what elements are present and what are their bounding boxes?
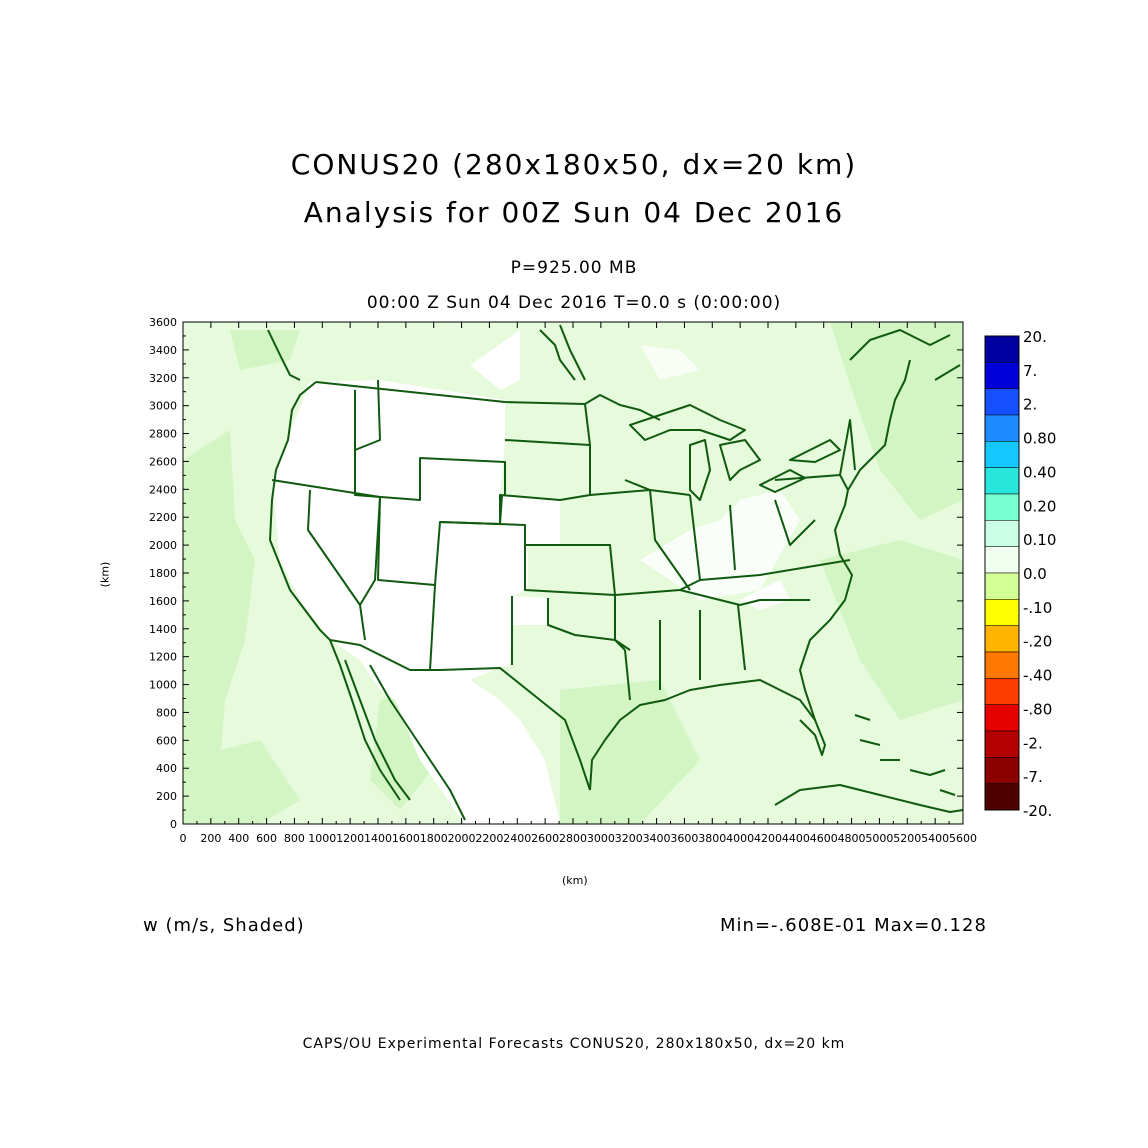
- x-tick-label: 4600: [810, 832, 838, 845]
- y-tick-label: 1600: [149, 595, 177, 608]
- y-axis-ticks: 0 200 400 600 800 1000 1200 1400 1600 1800 2000 220…: [149, 316, 963, 831]
- x-tick-label: 1000: [308, 832, 336, 845]
- colorbar-swatch: [984, 678, 1020, 705]
- x-tick-label: 5000: [865, 832, 893, 845]
- x-tick-label: 4800: [838, 832, 866, 845]
- y-tick-label: 800: [156, 706, 177, 719]
- x-axis-label: (km): [562, 874, 588, 887]
- x-tick-label: 400: [228, 832, 249, 845]
- y-tick-label: 200: [156, 790, 177, 803]
- x-tick-label: 2400: [503, 832, 531, 845]
- colorbar-swatch: [984, 493, 1020, 521]
- colorbar-swatch: [984, 704, 1020, 732]
- colorbar-swatch: [984, 651, 1020, 679]
- y-tick-label: 2000: [149, 539, 177, 552]
- x-tick-label: 0: [180, 832, 187, 845]
- colorbar-swatch: [984, 388, 1020, 416]
- x-tick-label: 2200: [475, 832, 503, 845]
- colorbar-swatch: [984, 783, 1020, 811]
- y-tick-label: 2400: [149, 483, 177, 496]
- x-tick-label: 5600: [949, 832, 977, 845]
- map-panel: [183, 322, 963, 824]
- x-tick-label: 800: [284, 832, 305, 845]
- colorbar-swatch: [984, 441, 1020, 468]
- x-tick-label: 1600: [392, 832, 420, 845]
- colorbar-label: -2.: [1023, 734, 1043, 752]
- y-axis-label: (km): [98, 561, 112, 588]
- y-tick-label: 1200: [149, 651, 177, 664]
- colorbar-label: 2.: [1023, 396, 1037, 414]
- colorbar-label: -.40: [1023, 667, 1052, 685]
- y-tick-label: 400: [156, 762, 177, 775]
- x-tick-label: 4200: [754, 832, 782, 845]
- colorbar-swatch: [984, 335, 1020, 363]
- colorbar-label: -.10: [1023, 599, 1052, 617]
- x-tick-label: 3000: [587, 832, 615, 845]
- boundaries: [267, 324, 964, 821]
- colorbar-label: 0.20: [1023, 497, 1056, 515]
- colorbar-swatch: [984, 757, 1020, 784]
- x-tick-label: 200: [200, 832, 221, 845]
- x-tick-label: 4000: [726, 832, 754, 845]
- colorbar-swatch: [984, 625, 1020, 653]
- y-tick-label: 3400: [149, 344, 177, 357]
- x-tick-label: 3200: [615, 832, 643, 845]
- x-tick-label: 5400: [921, 832, 949, 845]
- colorbar-label: -7.: [1023, 768, 1043, 786]
- y-tick-label: 2800: [149, 428, 177, 441]
- min-max-label: Min=-.608E-01 Max=0.128: [720, 915, 987, 936]
- colorbar-swatch: [984, 414, 1020, 442]
- x-axis-ticks: 0 200 400 600 800 1000 1200 1400 1600 1800 2000 220…: [180, 322, 977, 845]
- colorbar-swatch: [984, 572, 1020, 600]
- colorbar-swatch: [984, 362, 1020, 389]
- colorbar-swatch: [984, 599, 1020, 626]
- colorbar-label: 20.: [1023, 328, 1047, 346]
- x-tick-label: 1800: [420, 832, 448, 845]
- valid-time: 00:00 Z Sun 04 Dec 2016 T=0.0 s (0:00:00…: [366, 293, 782, 313]
- x-tick-label: 600: [256, 832, 277, 845]
- y-tick-label: 3200: [149, 372, 177, 385]
- y-tick-label: 3000: [149, 400, 177, 413]
- x-tick-label: 1200: [336, 832, 364, 845]
- y-tick-label: 1000: [149, 679, 177, 692]
- y-tick-label: 3600: [149, 316, 177, 329]
- colorbar-label: -.20: [1023, 633, 1052, 651]
- colorbar-swatch: [984, 520, 1020, 547]
- colorbar-swatch: [984, 546, 1020, 574]
- plot-subtitle: Analysis for 00Z Sun 04 Dec 2016: [303, 196, 845, 229]
- y-tick-label: 1800: [149, 567, 177, 580]
- colorbar-swatch: [984, 467, 1020, 495]
- colorbar-swatch: [984, 730, 1020, 758]
- colorbar: 20. 7. 2. 0.80 0.40 0.20 0.10 0.0 -.10 -.20 -.40 -.…: [984, 328, 1056, 820]
- y-tick-label: 1400: [149, 623, 177, 636]
- x-tick-label: 3400: [643, 832, 671, 845]
- x-tick-label: 5200: [893, 832, 921, 845]
- footer-credit: CAPS/OU Experimental Forecasts CONUS20, …: [302, 1036, 846, 1052]
- x-tick-label: 3800: [698, 832, 726, 845]
- x-tick-label: 2000: [448, 832, 476, 845]
- x-tick-label: 2600: [531, 832, 559, 845]
- y-tick-label: 2200: [149, 511, 177, 524]
- colorbar-label: 0.10: [1023, 531, 1056, 549]
- x-tick-label: 2800: [559, 832, 587, 845]
- x-tick-label: 3600: [670, 832, 698, 845]
- plot-title: CONUS20 (280x180x50, dx=20 km): [290, 148, 858, 181]
- colorbar-label: 7.: [1023, 362, 1037, 380]
- colorbar-label: -20.: [1023, 802, 1052, 820]
- x-tick-label: 4400: [782, 832, 810, 845]
- y-tick-label: 2600: [149, 455, 177, 468]
- x-tick-label: 1400: [364, 832, 392, 845]
- colorbar-label: -.80: [1023, 700, 1052, 718]
- y-tick-label: 600: [156, 734, 177, 747]
- colorbar-label: 0.80: [1023, 430, 1056, 448]
- variable-label: w (m/s, Shaded): [143, 915, 305, 936]
- colorbar-label: 0.0: [1023, 565, 1047, 583]
- colorbar-frame: [984, 335, 1020, 811]
- y-tick-label: 0: [170, 818, 177, 831]
- colorbar-label: 0.40: [1023, 463, 1056, 481]
- pressure-level: P=925.00 MB: [510, 258, 638, 278]
